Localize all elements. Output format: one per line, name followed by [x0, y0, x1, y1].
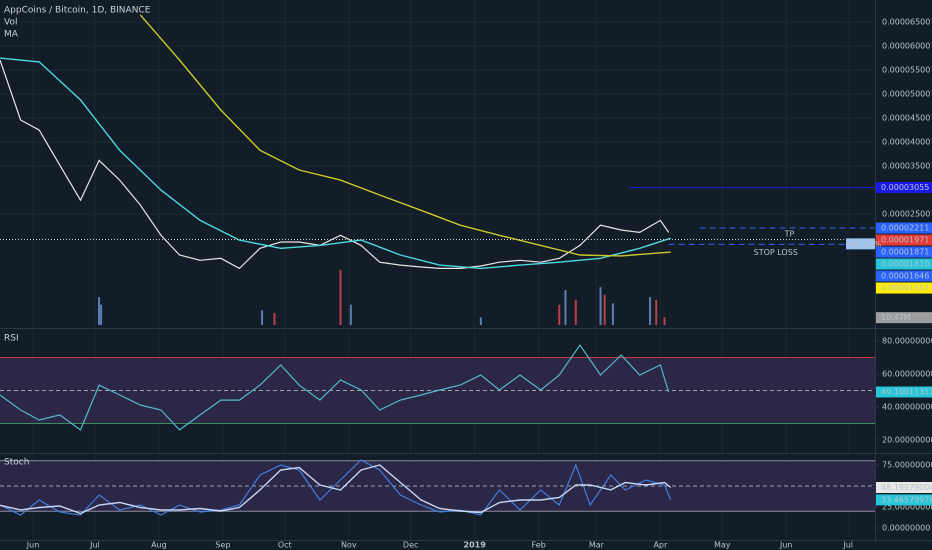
- volume-bar: [479, 317, 482, 325]
- volume-bar: [98, 297, 101, 325]
- volume-bar: [603, 294, 606, 325]
- axis-marker: [876, 482, 932, 494]
- x-tick-label: Sep: [215, 541, 230, 550]
- pane-title: RSI: [4, 334, 19, 344]
- volume-bar: [261, 310, 264, 325]
- volume-bar: [574, 299, 577, 325]
- axis-marker-label: 0.00001810: [881, 260, 929, 269]
- volume-bar: [599, 287, 602, 325]
- volume-bar: [339, 269, 342, 325]
- x-tick-label: Feb: [532, 541, 546, 550]
- x-tick-label: Jun: [779, 541, 793, 550]
- y-tick-label: 0.00006500: [882, 18, 930, 27]
- line-note: TP: [784, 230, 795, 239]
- y-tick-label: 60.00000000: [882, 370, 932, 379]
- series-line: [0, 59, 670, 270]
- volume-bar: [611, 303, 614, 325]
- y-tick-label: 0.00000000: [882, 523, 930, 532]
- y-tick-label: 0.00004500: [882, 114, 930, 123]
- volume-bar: [349, 304, 352, 325]
- y-tick-label: 0.00002500: [882, 210, 930, 219]
- volume-bar: [273, 313, 276, 325]
- x-tick-label: Jul: [89, 541, 100, 550]
- pane-title: Stoch: [4, 458, 29, 468]
- volume-bar: [558, 304, 561, 325]
- axis-marker-label: 0.00003055: [881, 183, 929, 192]
- x-tick-label: Oct: [278, 541, 292, 550]
- y-tick-label: 0.00004000: [882, 138, 930, 147]
- axis-marker: [876, 182, 932, 194]
- series-line: [0, 343, 670, 431]
- x-tick-label: May: [714, 541, 731, 550]
- axis-marker-label: 0.00001646: [881, 272, 929, 281]
- axis-marker-label: 48.19979004: [881, 483, 932, 492]
- axis-marker-label: 0.00002211: [881, 224, 929, 233]
- series-line: [0, 464, 672, 515]
- volume-bar: [649, 297, 652, 325]
- volume-bar: [564, 290, 567, 325]
- y-tick-label: 25.00000000: [882, 502, 932, 511]
- change-box: [846, 238, 875, 250]
- axis-marker-label: 49.10011311: [881, 387, 932, 396]
- x-tick-label: Aug: [151, 541, 167, 550]
- pane-title: Vol: [4, 18, 17, 28]
- volume-bar: [663, 317, 666, 325]
- x-tick-label: Apr: [653, 541, 668, 550]
- series-line: [139, 14, 671, 257]
- axis-marker: [876, 258, 932, 270]
- y-tick-label: 40.00000000: [882, 402, 932, 411]
- y-tick-label: 0.00006000: [882, 42, 930, 51]
- x-tick-label: Jun: [26, 541, 40, 550]
- axis-marker-label: 0.00001971: [881, 236, 929, 245]
- x-tick-label: Jul: [842, 541, 853, 550]
- series-line: [0, 57, 671, 270]
- axis-marker: [876, 222, 932, 234]
- y-tick-label: 0.00005000: [882, 90, 930, 99]
- axis-marker: [876, 234, 932, 246]
- axis-marker-label: 0.00001503: [881, 284, 929, 293]
- x-tick-label: Dec: [403, 541, 418, 550]
- indicator-label: MA: [4, 30, 19, 40]
- axis-marker: [876, 386, 932, 398]
- line-note: STOP LOSS: [754, 248, 798, 257]
- x-tick-label: Mar: [589, 541, 605, 550]
- series-line: [0, 459, 672, 516]
- y-tick-label: 0.00003500: [882, 162, 930, 171]
- pane-title: AppCoins / Bitcoin, 1D, BINANCE: [4, 6, 151, 16]
- axis-marker: [876, 312, 932, 324]
- y-tick-label: 80.00000000: [882, 337, 932, 346]
- volume-bar: [655, 299, 658, 325]
- x-tick-label: Nov: [341, 541, 357, 550]
- change-label: -65.29%: [848, 240, 882, 249]
- y-tick-label: 20.00000000: [882, 435, 932, 444]
- x-tick-label: 2019: [464, 541, 487, 550]
- axis-marker: [876, 270, 932, 282]
- axis-marker: [876, 282, 932, 294]
- volume-bar: [100, 304, 103, 325]
- axis-marker-label: 10.47M: [881, 313, 911, 322]
- axis-marker: [876, 246, 932, 258]
- y-tick-label: 75.00000000: [882, 460, 932, 469]
- axis-marker: [876, 494, 932, 506]
- axis-marker-label: 33.46579978: [881, 495, 932, 504]
- axis-marker-label: 0.00001871: [881, 248, 929, 257]
- y-tick-label: 0.00005500: [882, 66, 930, 75]
